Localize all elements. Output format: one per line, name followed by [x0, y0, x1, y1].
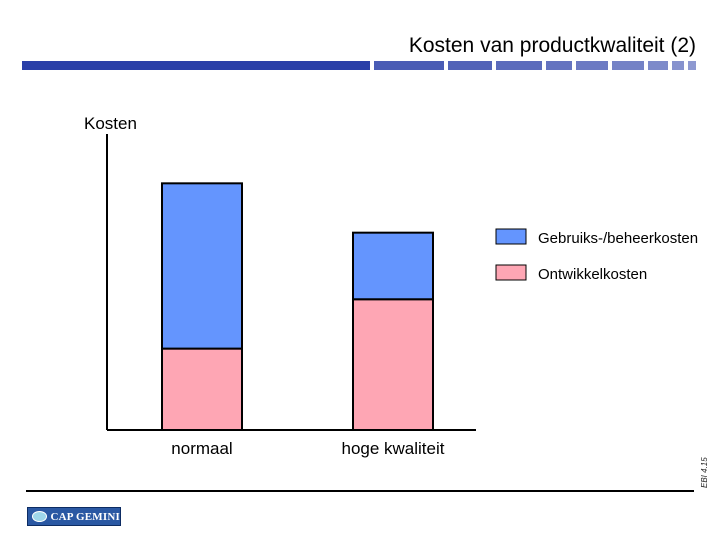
legend-label: Ontwikkelkosten — [538, 266, 647, 283]
title-bar-segment — [648, 61, 668, 70]
slide-id: EBI 4.15 — [700, 457, 709, 488]
bar-segment — [161, 182, 243, 350]
slide-title: Kosten van productkwaliteit (2) — [408, 34, 696, 57]
title-bar-segment — [546, 61, 572, 70]
legend-swatch — [495, 264, 527, 281]
bar-segment — [352, 231, 434, 301]
title-bar-segment — [374, 61, 444, 70]
title-bar-segment — [496, 61, 542, 70]
title-underline-bar — [22, 61, 696, 70]
x-tick-label: normaal — [171, 439, 232, 458]
legend-swatch — [495, 228, 527, 245]
bar-segment — [352, 298, 434, 431]
x-tick-label: hoge kwaliteit — [341, 439, 444, 458]
y-axis-label: Kosten — [84, 114, 137, 133]
cap-gemini-logo: CAP GEMINI — [27, 507, 121, 526]
footer-divider — [26, 490, 694, 492]
logo-text: CAP GEMINI — [50, 510, 120, 523]
bar-segment — [161, 347, 243, 432]
title-bar-segment — [612, 61, 644, 70]
title-bar-segment — [448, 61, 492, 70]
logo-mark-icon — [32, 511, 48, 522]
title-bar-segment — [576, 61, 608, 70]
title-bar-segment — [688, 61, 696, 70]
legend-label: Gebruiks-/beheerkosten — [538, 230, 698, 247]
title-bar-segment — [672, 61, 684, 70]
title-bar-solid — [22, 61, 370, 70]
